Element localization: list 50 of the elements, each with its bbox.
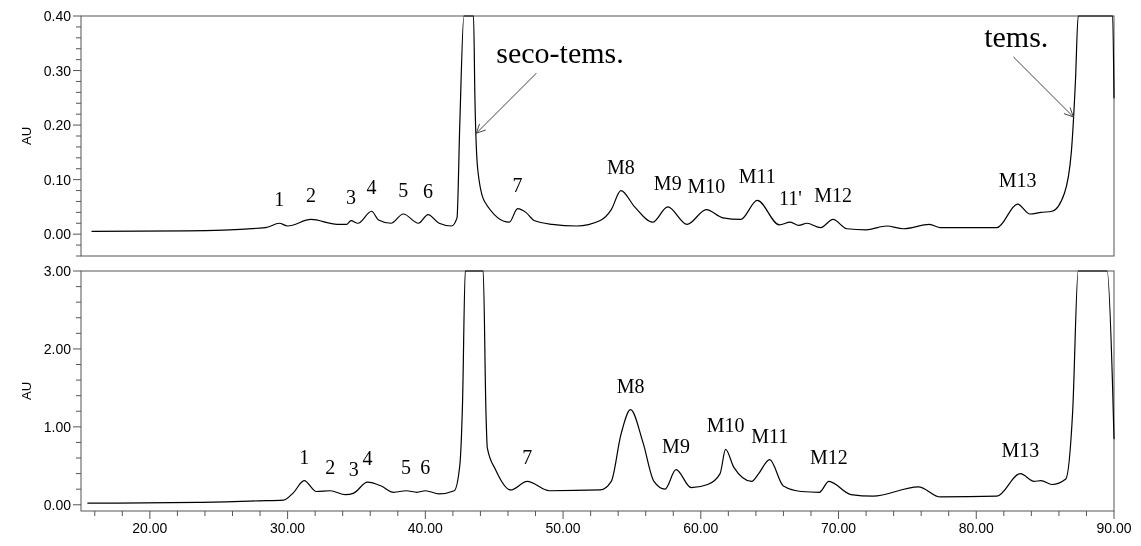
annotation: M10 [706,414,745,437]
line-series [91,15,1115,233]
y-tick-label: 0.20 [43,117,72,134]
y-tick-label: 0.40 [43,8,72,24]
annotation: 2 [306,184,317,207]
y-tick-label: 0.00 [43,496,72,513]
annotation: 2 [325,455,336,478]
x-tick-label: 40.00 [407,520,444,536]
annotation: M9 [662,434,690,457]
annotation: M12 [814,184,852,207]
annotation: 6 [423,179,434,202]
x-tick-label: 90.00 [1096,520,1132,536]
x-tick-label: 20.00 [132,520,168,536]
annotation: seco-tems. [496,36,624,70]
annotation: 1 [274,188,285,211]
annotation: 5 [398,179,409,201]
annotation: M13 [1001,438,1040,461]
annotation: 1 [299,445,310,468]
y-tick-label: 0.30 [43,62,72,79]
y-tick-label: 1.00 [43,418,72,435]
annotation: M8 [616,374,645,397]
annotation: M11 [738,165,776,188]
annotation: M11 [751,424,789,447]
line-series [87,270,1115,504]
annotation: M10 [687,174,726,197]
annotation: 4 [366,176,377,199]
y-axis-title: AU [18,126,34,146]
annotation: M13 [998,169,1037,192]
x-tick-label: 70.00 [821,520,857,536]
y-axis-title: AU [18,381,34,401]
annotation: 3 [345,185,356,208]
x-tick-label: 60.00 [683,520,719,536]
annotation: 7 [522,446,533,469]
y-tick-label: 0.00 [43,226,72,243]
annotation: 5 [401,455,412,478]
annotation: 6 [420,455,431,478]
annotation: 11' [778,187,802,210]
annotation: M8 [607,155,635,178]
x-tick-label: 30.00 [270,520,306,536]
annotation: M9 [653,171,682,194]
annotation: 3 [348,458,359,481]
annotation: 7 [512,173,523,196]
y-tick-label: 2.00 [43,340,72,357]
y-tick-label: 3.00 [43,263,72,279]
annotation: M12 [809,446,848,469]
annotation: tems. [984,19,1049,53]
x-tick-label: 50.00 [545,520,581,536]
annotation: 4 [362,447,373,470]
y-tick-label: 0.10 [43,171,72,188]
x-tick-label: 80.00 [958,520,994,536]
